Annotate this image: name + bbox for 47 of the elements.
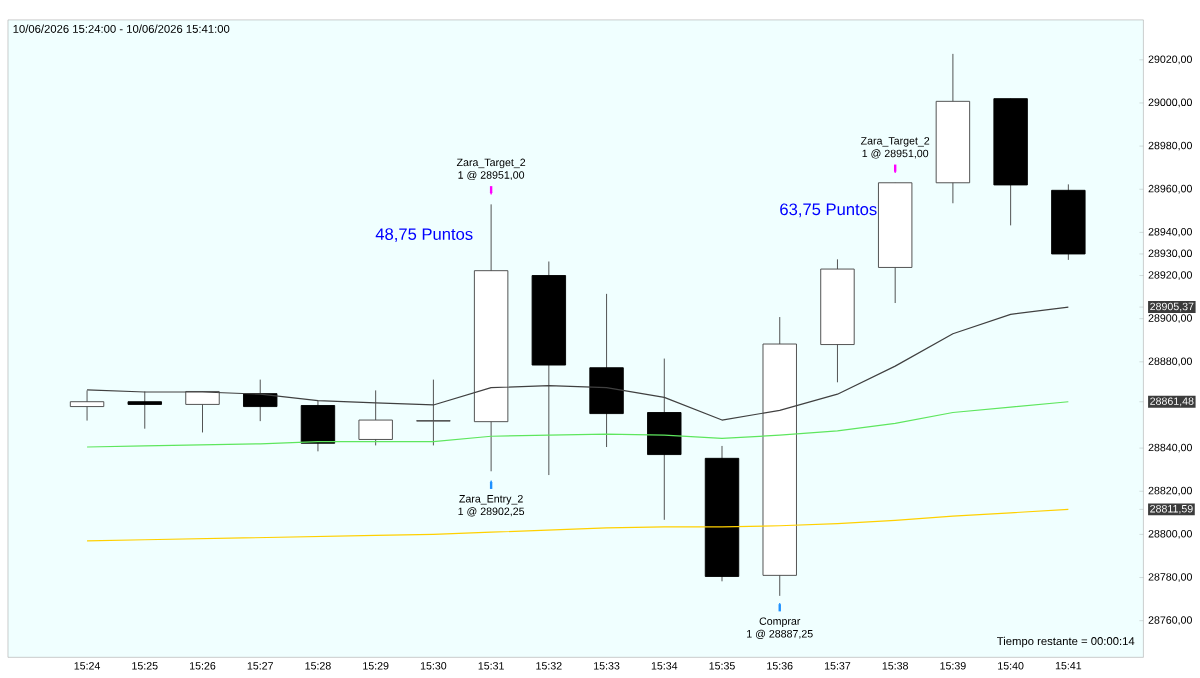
- y-tick-label: 28920,00: [1148, 271, 1192, 280]
- y-tick-label: 28780,00: [1148, 573, 1192, 582]
- x-tick-label: 15:25: [132, 661, 158, 670]
- x-tick-label: 15:31: [478, 661, 504, 670]
- x-tick-label: 15:30: [420, 661, 447, 670]
- annotation: Zara_Target_2: [456, 158, 526, 169]
- y-tick-label: 29000,00: [1148, 98, 1192, 108]
- annotation: Zara_Entry_2: [459, 494, 523, 505]
- y-tick-label: 28800,00: [1148, 529, 1192, 539]
- annotation: Tiempo restante = 00:00:14: [997, 636, 1135, 648]
- x-tick-label: 15:40: [998, 661, 1024, 670]
- x-tick-label: 15:38: [882, 661, 908, 670]
- annotation: 63,75 Puntos: [780, 203, 877, 218]
- x-tick-label: 15:35: [709, 661, 735, 670]
- annotation: 1 @ 28951,00: [862, 149, 929, 159]
- annotation: 1 @ 28951,00: [458, 170, 525, 180]
- x-tick-label: 15:27: [247, 661, 273, 670]
- y-tick-label: 28900,00: [1148, 314, 1192, 323]
- x-tick-label: 15:28: [305, 661, 331, 670]
- x-tick-label: 15:37: [824, 661, 851, 670]
- x-tick-label: 15:26: [190, 661, 216, 670]
- annotation: Comprar: [759, 617, 801, 627]
- y-tick-label: 28960,00: [1148, 184, 1192, 194]
- y-tick-label: 29020,00: [1148, 55, 1192, 65]
- y-tick-label: 28940,00: [1148, 227, 1192, 237]
- x-tick-label: 15:33: [594, 661, 620, 670]
- x-tick-label: 15:36: [767, 661, 793, 670]
- y-tick-label: 28820,00: [1148, 486, 1192, 496]
- y-tick-label: 28980,00: [1148, 141, 1192, 151]
- annotation: 48,75 Puntos: [375, 228, 473, 242]
- x-tick-label: 15:39: [940, 661, 966, 670]
- x-tick-label: 15:29: [363, 661, 389, 670]
- x-tick-label: 15:41: [1055, 661, 1082, 670]
- x-tick-label: 15:24: [74, 661, 101, 670]
- y-tick-label: 28861,48: [1150, 397, 1194, 407]
- y-tick-label: 28930,00: [1148, 249, 1192, 259]
- x-tick-label: 15:32: [536, 661, 562, 670]
- y-tick-label: 28811,59: [1150, 504, 1193, 514]
- annotation: 1 @ 28902,25: [458, 507, 525, 517]
- annotation: 1 @ 28887,25: [747, 629, 813, 639]
- y-tick-label: 28840,00: [1148, 443, 1192, 453]
- chart-title: 10/06/2026 15:24:00 - 10/06/2026 15:41:00: [13, 24, 230, 33]
- y-tick-label: 28880,00: [1148, 357, 1192, 367]
- annotation: Zara_Target_2: [860, 136, 930, 147]
- x-tick-label: 15:34: [651, 661, 678, 670]
- y-tick-label: 28760,00: [1148, 616, 1192, 625]
- y-tick-label: 28905,37: [1150, 302, 1194, 312]
